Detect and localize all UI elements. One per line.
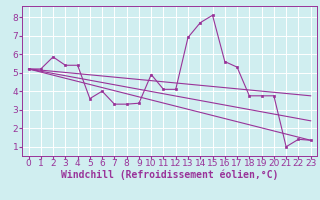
X-axis label: Windchill (Refroidissement éolien,°C): Windchill (Refroidissement éolien,°C) bbox=[61, 170, 278, 180]
